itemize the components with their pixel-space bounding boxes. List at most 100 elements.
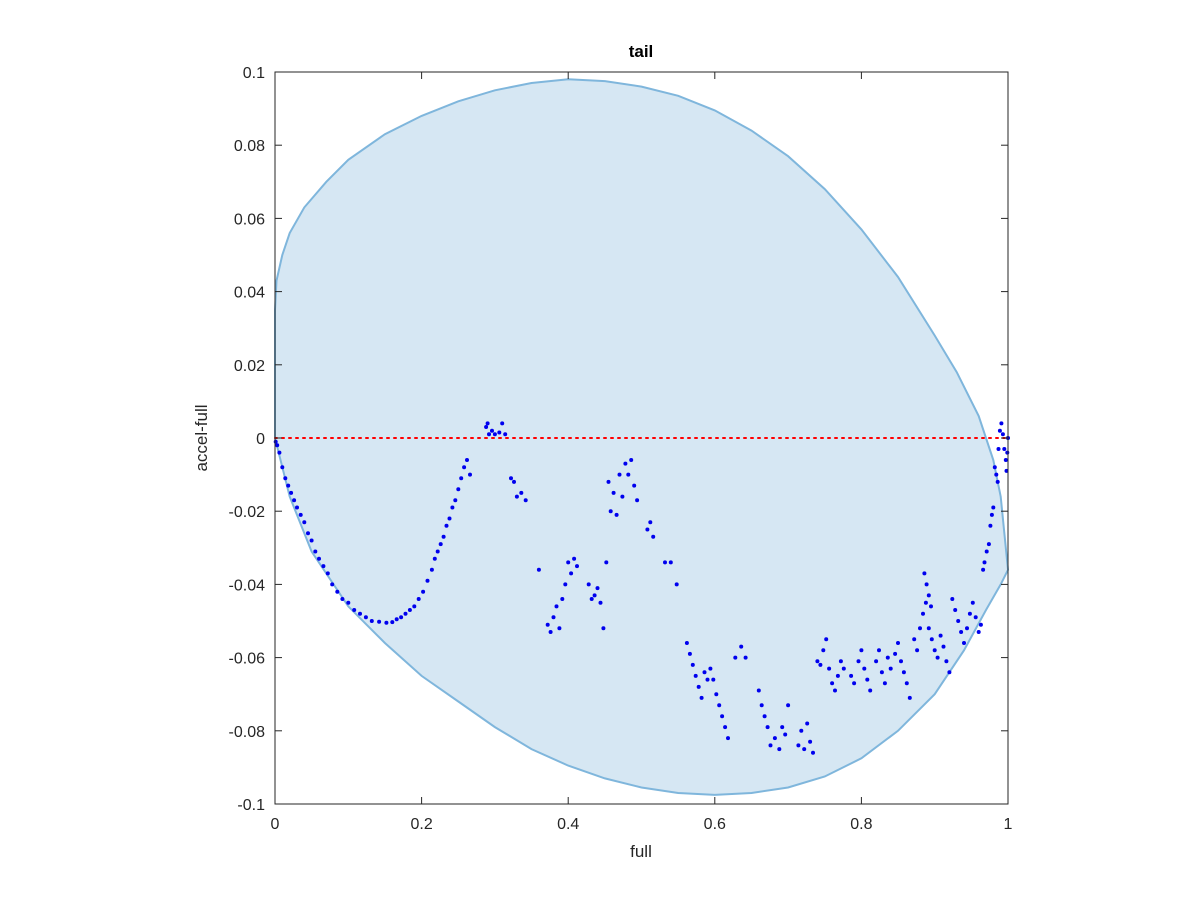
data-point: [289, 490, 294, 495]
data-point: [956, 619, 961, 623]
data-point: [503, 432, 508, 437]
data-point: [459, 476, 464, 481]
data-point: [1003, 458, 1008, 462]
data-point: [321, 564, 326, 569]
data-point: [997, 428, 1002, 433]
data-point: [915, 648, 920, 653]
data-point: [953, 608, 958, 612]
data-point: [777, 747, 782, 752]
data-point: [929, 637, 934, 642]
data-point: [1002, 447, 1007, 451]
data-point: [967, 611, 972, 616]
data-point: [606, 479, 611, 484]
y-tick-label: 0.08: [234, 138, 265, 155]
data-point: [802, 747, 807, 752]
data-point: [435, 549, 440, 554]
data-point: [984, 549, 989, 554]
data-point: [765, 725, 770, 730]
data-point: [283, 476, 288, 481]
data-point: [995, 479, 1000, 484]
data-point: [317, 556, 321, 561]
data-point: [733, 655, 738, 660]
data-point: [882, 681, 887, 686]
y-tick-label: -0.1: [237, 797, 265, 814]
data-point: [377, 619, 382, 624]
data-point: [996, 447, 1001, 451]
y-tick-label: 0: [256, 431, 265, 448]
data-point: [595, 586, 600, 591]
data-point: [497, 430, 502, 435]
data-point: [929, 604, 933, 609]
data-point: [720, 714, 725, 719]
data-point: [708, 666, 713, 671]
data-point: [717, 703, 722, 708]
data-point: [907, 695, 912, 700]
data-point: [441, 534, 446, 539]
data-point: [772, 736, 777, 741]
data-point: [989, 512, 994, 517]
data-point: [935, 655, 940, 660]
data-point: [369, 619, 374, 623]
data-point: [575, 564, 579, 569]
y-tick-label: 0.1: [243, 65, 265, 82]
shaded-region: [274, 78, 1010, 796]
data-point: [982, 560, 987, 565]
data-point: [856, 659, 861, 664]
data-point: [635, 498, 640, 503]
data-point: [926, 593, 931, 598]
data-point: [563, 582, 568, 587]
data-point: [589, 597, 594, 601]
data-point: [988, 523, 993, 528]
data-point: [835, 673, 840, 678]
data-point: [849, 673, 854, 678]
y-tick-label: 0.04: [234, 285, 265, 302]
data-point: [759, 703, 764, 708]
data-point: [536, 567, 541, 572]
data-point: [648, 520, 653, 525]
data-point: [1000, 432, 1005, 437]
data-point: [286, 483, 291, 488]
data-point: [824, 637, 829, 642]
data-point: [973, 615, 978, 620]
data-point: [432, 556, 437, 561]
x-tick-label: 0.4: [557, 816, 579, 833]
data-point: [509, 476, 513, 481]
data-point: [932, 648, 937, 653]
data-point: [786, 703, 791, 708]
data-point: [330, 582, 335, 587]
data-point: [862, 666, 867, 671]
data-point: [306, 531, 310, 536]
data-point: [335, 589, 340, 594]
data-point: [965, 626, 969, 631]
data-point: [696, 684, 701, 689]
data-point: [566, 560, 571, 565]
y-tick-label: 0.02: [234, 358, 265, 375]
data-point: [768, 743, 773, 748]
data-point: [358, 611, 362, 616]
data-point: [298, 512, 303, 517]
data-point: [275, 443, 280, 448]
data-point: [487, 432, 491, 437]
data-point: [500, 421, 505, 426]
data-point: [838, 659, 843, 664]
data-point: [632, 483, 637, 488]
data-point: [684, 641, 689, 645]
y-tick-label: -0.04: [229, 577, 266, 594]
data-point: [416, 597, 421, 601]
data-point: [978, 622, 983, 627]
data-point: [938, 633, 943, 638]
data-point: [601, 626, 606, 631]
data-point: [273, 439, 278, 444]
x-tick-label: 0.8: [850, 816, 872, 833]
x-tick-label: 1: [1004, 816, 1013, 833]
data-point: [548, 630, 553, 634]
data-point: [645, 527, 650, 532]
data-point: [523, 498, 528, 503]
data-point: [818, 662, 823, 667]
data-point: [743, 655, 748, 660]
data-point: [674, 582, 679, 587]
data-point: [687, 651, 692, 656]
scatter-points-layer: [273, 421, 1010, 755]
data-point: [292, 498, 297, 503]
